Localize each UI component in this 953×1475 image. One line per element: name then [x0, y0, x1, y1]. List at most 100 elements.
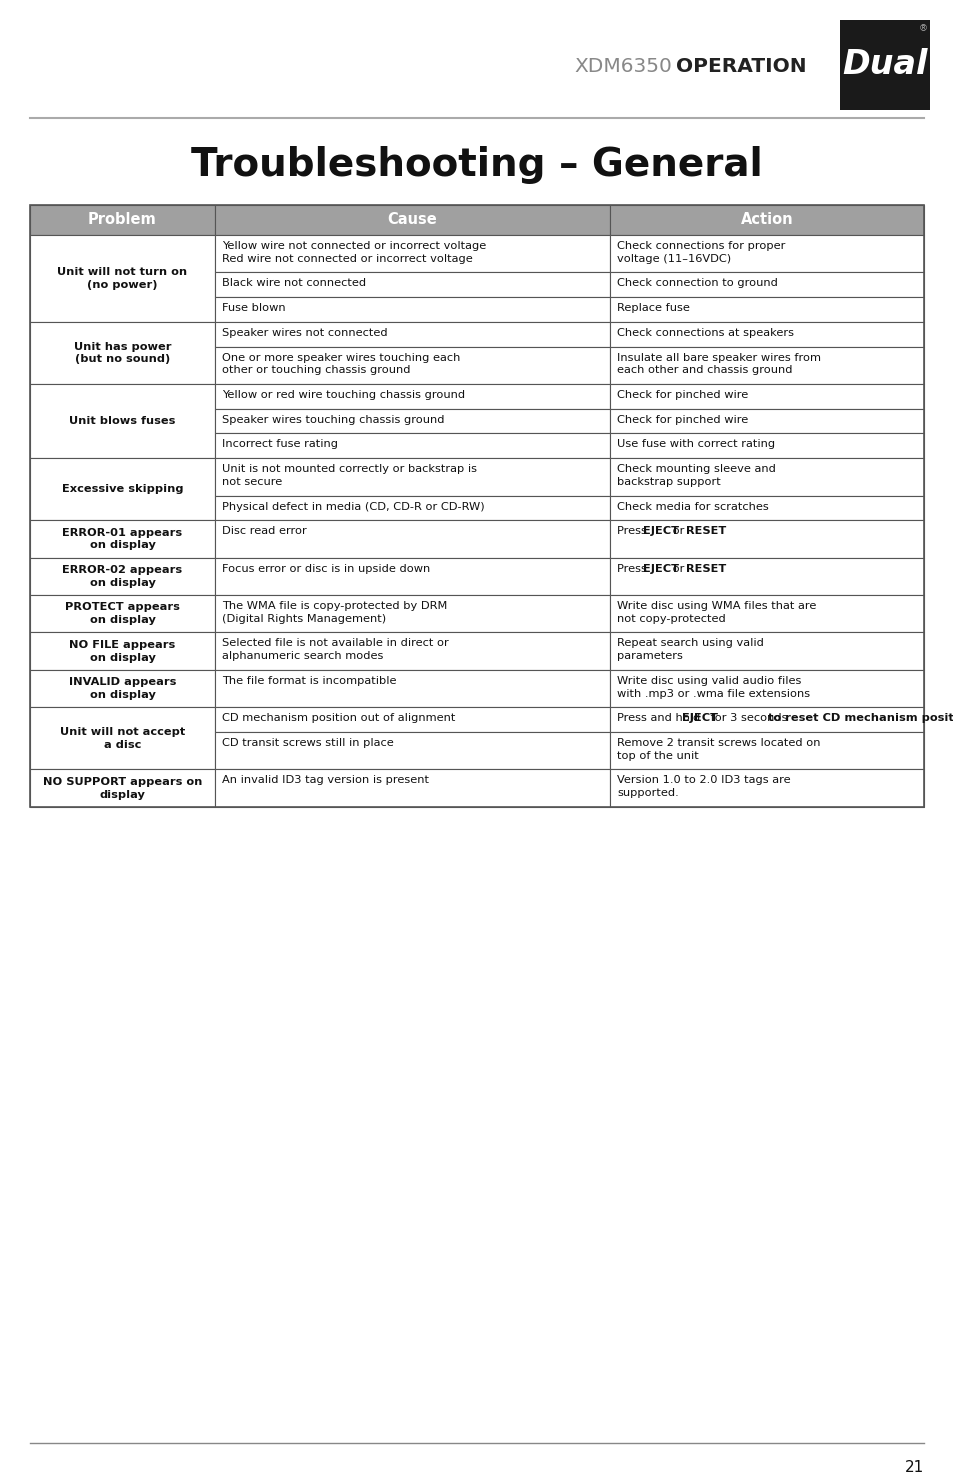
Text: on display: on display: [90, 690, 155, 701]
Text: Yellow wire not connected or incorrect voltage: Yellow wire not connected or incorrect v…: [222, 240, 486, 251]
Text: Focus error or disc is in upside down: Focus error or disc is in upside down: [222, 563, 430, 574]
Text: CD transit screws still in place: CD transit screws still in place: [222, 738, 394, 748]
Text: Press: Press: [617, 527, 650, 537]
Bar: [214, 409, 609, 434]
Text: EJECT: EJECT: [680, 714, 717, 723]
Text: Problem: Problem: [88, 212, 156, 227]
Bar: [214, 459, 609, 496]
Text: with .mp3 or .wma file extensions: with .mp3 or .wma file extensions: [617, 689, 809, 699]
Text: Selected file is not available in direct or: Selected file is not available in direct…: [222, 639, 448, 649]
Text: Excessive skipping: Excessive skipping: [62, 484, 183, 494]
Text: Check connections for proper: Check connections for proper: [617, 240, 784, 251]
Text: on display: on display: [90, 615, 155, 625]
Bar: [609, 770, 923, 807]
Text: Press: Press: [617, 563, 650, 574]
Text: ®: ®: [918, 24, 927, 32]
Text: PROTECT appears: PROTECT appears: [65, 602, 180, 612]
Text: The WMA file is copy-protected by DRM: The WMA file is copy-protected by DRM: [222, 602, 447, 611]
Text: Speaker wires not connected: Speaker wires not connected: [222, 327, 387, 338]
Text: Use fuse with correct rating: Use fuse with correct rating: [617, 440, 774, 450]
Text: Version 1.0 to 2.0 ID3 tags are: Version 1.0 to 2.0 ID3 tags are: [617, 776, 790, 786]
Bar: [609, 296, 923, 322]
Bar: [214, 496, 609, 521]
Text: The file format is incompatible: The file format is incompatible: [222, 676, 396, 686]
Bar: [214, 322, 609, 347]
Text: An invalid ID3 tag version is present: An invalid ID3 tag version is present: [222, 776, 429, 786]
Bar: [609, 708, 923, 732]
Text: Unit will not turn on: Unit will not turn on: [57, 267, 188, 277]
Text: Yellow or red wire touching chassis ground: Yellow or red wire touching chassis grou…: [222, 389, 465, 400]
Text: each other and chassis ground: each other and chassis ground: [617, 366, 792, 375]
Text: Press and hold: Press and hold: [617, 714, 703, 723]
Bar: [609, 205, 923, 235]
Text: a disc: a disc: [104, 740, 141, 749]
Bar: [30, 459, 214, 521]
Text: XDM6350: XDM6350: [574, 58, 671, 77]
Bar: [609, 558, 923, 594]
Text: Write disc using valid audio files: Write disc using valid audio files: [617, 676, 801, 686]
Bar: [609, 322, 923, 347]
Text: Insulate all bare speaker wires from: Insulate all bare speaker wires from: [617, 353, 821, 363]
Bar: [609, 409, 923, 434]
Text: Black wire not connected: Black wire not connected: [222, 279, 366, 289]
Text: NO FILE appears: NO FILE appears: [70, 640, 175, 650]
Text: Unit has power: Unit has power: [73, 342, 172, 351]
Text: Unit will not accept: Unit will not accept: [60, 727, 185, 738]
Bar: [214, 770, 609, 807]
Bar: [609, 273, 923, 296]
Text: Fuse blown: Fuse blown: [222, 304, 285, 313]
Bar: [214, 594, 609, 633]
Text: Disc read error: Disc read error: [222, 527, 307, 537]
Bar: [214, 434, 609, 459]
Text: alphanumeric search modes: alphanumeric search modes: [222, 650, 383, 661]
Text: for 3 seconds: for 3 seconds: [707, 714, 787, 723]
Text: or: or: [668, 563, 687, 574]
Text: Write disc using WMA files that are: Write disc using WMA files that are: [617, 602, 816, 611]
Bar: [30, 558, 214, 594]
Text: on display: on display: [90, 540, 155, 550]
Bar: [30, 384, 214, 459]
Bar: [30, 670, 214, 708]
Bar: [840, 21, 929, 111]
Text: supported.: supported.: [617, 788, 678, 798]
Text: (Digital Rights Management): (Digital Rights Management): [222, 614, 386, 624]
Text: Repeat search using valid: Repeat search using valid: [617, 639, 763, 649]
Text: (but no sound): (but no sound): [74, 354, 170, 364]
Bar: [609, 521, 923, 558]
Text: Physical defect in media (CD, CD-R or CD-RW): Physical defect in media (CD, CD-R or CD…: [222, 502, 484, 512]
Bar: [30, 235, 214, 322]
Text: Remove 2 transit screws located on: Remove 2 transit screws located on: [617, 738, 820, 748]
Text: Cause: Cause: [387, 212, 436, 227]
Text: Check for pinched wire: Check for pinched wire: [617, 414, 747, 425]
Bar: [609, 347, 923, 384]
Bar: [214, 633, 609, 670]
Text: INVALID appears: INVALID appears: [69, 677, 176, 687]
Text: or: or: [668, 527, 687, 537]
Bar: [609, 496, 923, 521]
Text: voltage (11–16VDC): voltage (11–16VDC): [617, 254, 730, 264]
Bar: [609, 594, 923, 633]
Bar: [214, 384, 609, 409]
Bar: [30, 633, 214, 670]
Text: CD mechanism position out of alignment: CD mechanism position out of alignment: [222, 714, 455, 723]
Text: not copy-protected: not copy-protected: [617, 614, 725, 624]
Text: Check media for scratches: Check media for scratches: [617, 502, 768, 512]
Text: (no power): (no power): [87, 280, 157, 289]
Bar: [609, 670, 923, 708]
Bar: [609, 384, 923, 409]
Text: One or more speaker wires touching each: One or more speaker wires touching each: [222, 353, 460, 363]
Text: to reset CD mechanism position: to reset CD mechanism position: [767, 714, 953, 723]
Bar: [30, 770, 214, 807]
Bar: [609, 434, 923, 459]
Bar: [30, 205, 923, 807]
Bar: [214, 732, 609, 770]
Text: on display: on display: [90, 578, 155, 587]
Bar: [214, 558, 609, 594]
Bar: [30, 205, 214, 235]
Bar: [214, 296, 609, 322]
Bar: [609, 732, 923, 770]
Text: Check connections at speakers: Check connections at speakers: [617, 327, 793, 338]
Bar: [214, 521, 609, 558]
Bar: [30, 521, 214, 558]
Text: Check connection to ground: Check connection to ground: [617, 279, 777, 289]
